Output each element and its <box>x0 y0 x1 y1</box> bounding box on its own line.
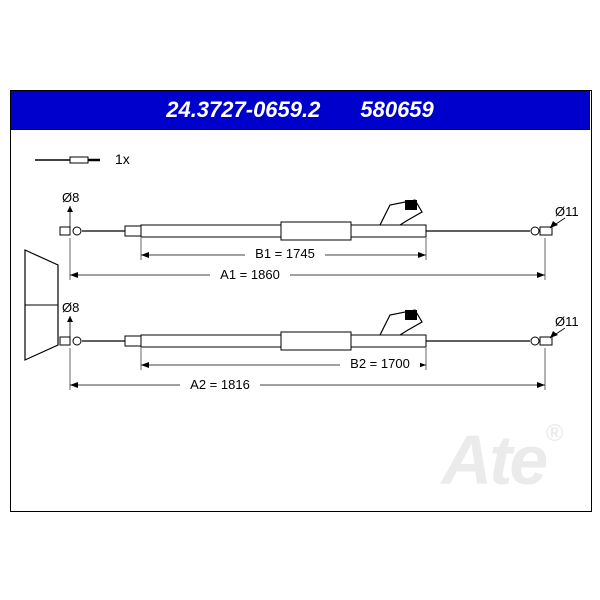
ref-number: 580659 <box>360 97 433 123</box>
cable-assembly-1: Ø8 Ø11 <box>60 190 579 282</box>
dia-left-1: Ø8 <box>62 190 79 205</box>
dia-left-2: Ø8 <box>62 300 79 315</box>
page-container: 24.3727-0659.2 580659 1x Ø8 <box>0 0 600 600</box>
left-bracket <box>25 250 58 360</box>
accessory-pin: 1x <box>35 151 130 167</box>
clip-1 <box>380 200 422 225</box>
dim-b1: B1 = 1745 <box>255 246 315 261</box>
part-number: 24.3727-0659.2 <box>166 97 320 123</box>
dia-right-1: Ø11 <box>555 204 579 219</box>
dim-b2: B2 = 1700 <box>350 356 410 371</box>
technical-drawing: 1x Ø8 <box>10 130 590 510</box>
qty-label: 1x <box>115 151 130 167</box>
dia-right-2: Ø11 <box>555 314 579 329</box>
header-bar: 24.3727-0659.2 580659 <box>10 90 590 130</box>
dim-a1: A1 = 1860 <box>220 267 280 282</box>
clip-2 <box>380 310 422 335</box>
dim-a2: A2 = 1816 <box>190 377 250 392</box>
cable-assembly-2: Ø8 Ø11 <box>60 300 579 392</box>
